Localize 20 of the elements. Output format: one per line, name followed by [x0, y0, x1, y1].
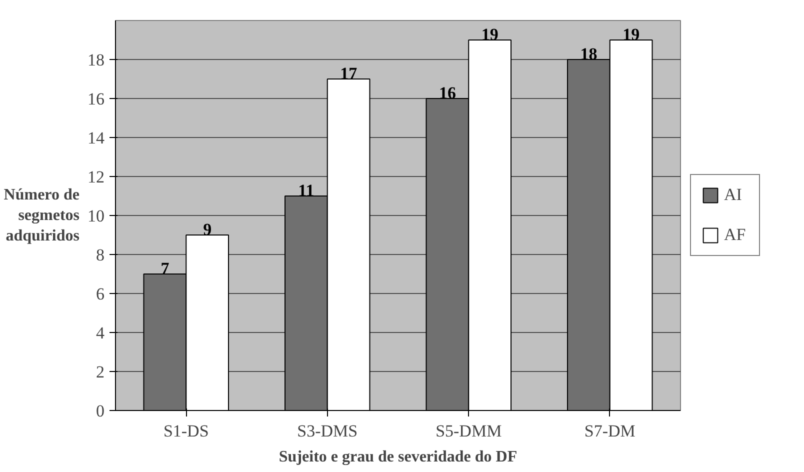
data-label: 9 [203, 220, 212, 239]
legend-label: AI [724, 185, 743, 205]
x-axis-title: Sujeito e grau de severidade do DF [278, 448, 518, 466]
y-tick-label: 6 [96, 284, 104, 304]
y-tick-label: 14 [88, 128, 105, 148]
y-tick-label: 12 [88, 168, 104, 186]
x-tick-label: S5-DMM [436, 422, 502, 440]
data-label: 7 [160, 259, 170, 278]
y-axis-title: Número de segmetos adquiridos [4, 186, 80, 244]
y-tick-label: 16 [88, 90, 104, 108]
y-tick-label: 2 [96, 362, 104, 382]
x-tick-label: S1-DS [163, 422, 209, 440]
legend-label: AF [724, 225, 747, 245]
y-tick-label: 10 [88, 206, 104, 226]
y-tick-label: 8 [96, 246, 104, 264]
y-tick-label: 0 [96, 402, 104, 420]
x-tick-label: S3-DMS [297, 422, 358, 440]
x-tick-label: S7-DM [584, 422, 636, 440]
y-tick-label: 18 [88, 50, 104, 70]
y-tick-label: 4 [96, 324, 105, 342]
